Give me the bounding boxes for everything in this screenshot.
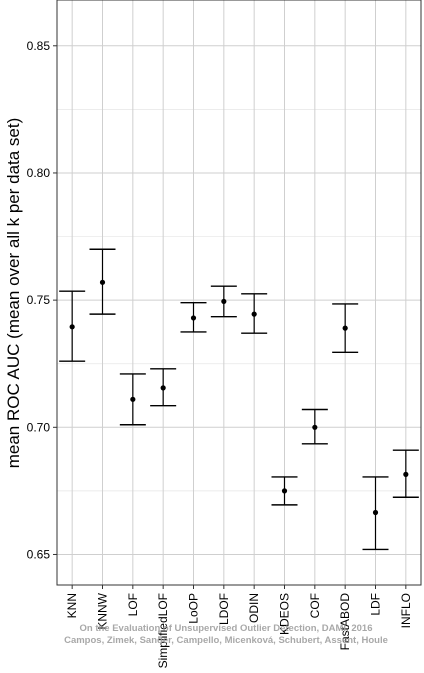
mean-point (342, 325, 348, 331)
x-tick-label: LoOP (187, 593, 201, 624)
x-tick-label: KDEOS (278, 593, 292, 635)
y-tick-label: 0.80 (27, 166, 51, 180)
x-axis: KNN KNNW LOF SimplifiedLOF LoOP LDOF ODIN KDEOS… (65, 585, 413, 668)
y-axis: 0.65 0.70 0.75 0.80 0.85 (27, 39, 57, 561)
grid (57, 0, 421, 585)
axis-frame (56, 0, 422, 586)
error-bar (150, 368, 177, 407)
y-tick-label: 0.85 (27, 39, 51, 53)
x-tick-label: ODIN (247, 593, 261, 623)
y-tick-label: 0.75 (27, 293, 51, 307)
error-bar (392, 449, 419, 498)
error-bar (59, 290, 86, 362)
mean-point (130, 396, 136, 402)
plot-panel-border (56, 0, 422, 586)
mean-point (372, 509, 379, 516)
watermark: On the Evaluation of Unsupervised Outlie… (64, 623, 388, 646)
x-tick-label: LDF (369, 593, 383, 616)
x-tick-label: KNNW (96, 592, 110, 629)
mean-point (312, 424, 318, 430)
watermark-line-1: On the Evaluation of Unsupervised Outlie… (80, 623, 373, 634)
error-bar (119, 373, 146, 426)
mean-point (281, 488, 288, 494)
y-axis-label: mean ROC AUC (mean over all k per data s… (4, 118, 23, 469)
y-tick-label: 0.65 (27, 547, 51, 561)
error-bar (271, 476, 298, 506)
y-tick-label: 0.70 (27, 420, 51, 434)
watermark-line-2: Campos, Zimek, Sander, Campello, Micenko… (64, 635, 388, 646)
error-bar (332, 303, 359, 353)
x-tick-label: KNN (65, 593, 79, 618)
error-bar (180, 301, 207, 333)
x-tick-label: FastABOD (338, 593, 352, 651)
mean-point (160, 385, 166, 391)
error-bar (210, 285, 237, 318)
mean-point (69, 324, 75, 330)
error-bars (59, 248, 419, 551)
x-tick-label: INFLO (399, 593, 413, 628)
error-bar (89, 248, 116, 315)
x-tick-label: COF (308, 593, 322, 618)
x-tick-label: SimplifiedLOF (156, 593, 170, 668)
error-bar (362, 476, 389, 551)
mean-point (221, 298, 227, 305)
mean-point (251, 311, 257, 317)
mean-point (99, 279, 106, 285)
mean-point (403, 471, 409, 477)
x-tick-label: LOF (126, 593, 140, 616)
x-tick-label: LDOF (217, 593, 231, 625)
mean-point (190, 315, 197, 321)
error-bar (241, 293, 268, 334)
error-bar (301, 408, 328, 445)
